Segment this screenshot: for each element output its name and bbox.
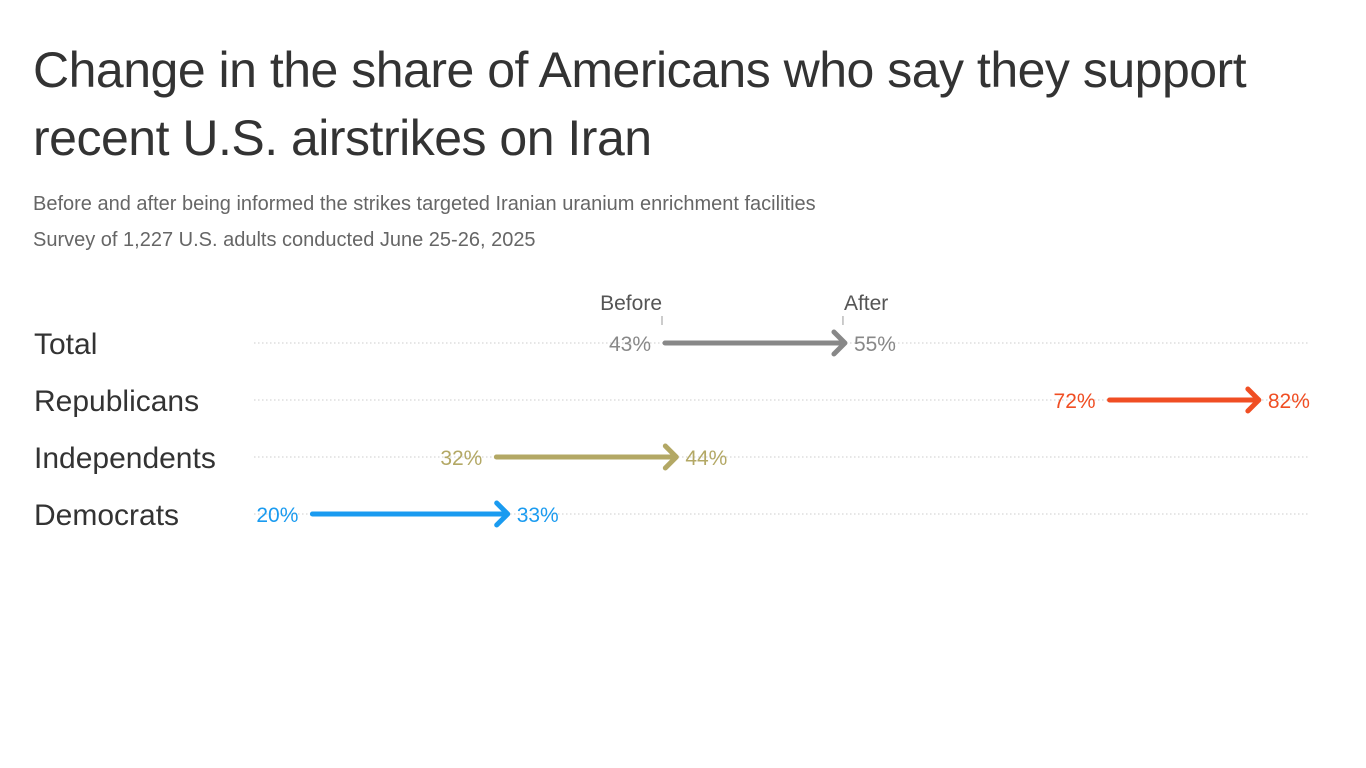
arrow-head xyxy=(662,443,679,471)
arrow-head xyxy=(1245,386,1262,414)
arrow-head xyxy=(831,329,848,357)
after-value-label: 55% xyxy=(854,333,896,356)
category-label: Democrats xyxy=(34,499,179,532)
before-value-label: 20% xyxy=(256,504,298,527)
legend-after: After xyxy=(844,292,888,315)
before-value-label: 32% xyxy=(440,447,482,470)
before-value-label: 43% xyxy=(609,333,651,356)
survey-note: Survey of 1,227 U.S. adults conducted Ju… xyxy=(33,229,536,251)
after-value-label: 33% xyxy=(517,504,559,527)
after-value-label: 82% xyxy=(1268,390,1310,413)
chart-title: Change in the share of Americans who say… xyxy=(33,42,1247,166)
chart-subtitle: Before and after being informed the stri… xyxy=(33,193,816,215)
arrow-head xyxy=(494,500,511,528)
after-value-label: 44% xyxy=(685,447,727,470)
legend-before: Before xyxy=(600,292,662,315)
category-label: Independents xyxy=(34,442,216,475)
before-value-label: 72% xyxy=(1054,390,1096,413)
category-label: Total xyxy=(34,328,97,361)
category-label: Republicans xyxy=(34,385,199,418)
